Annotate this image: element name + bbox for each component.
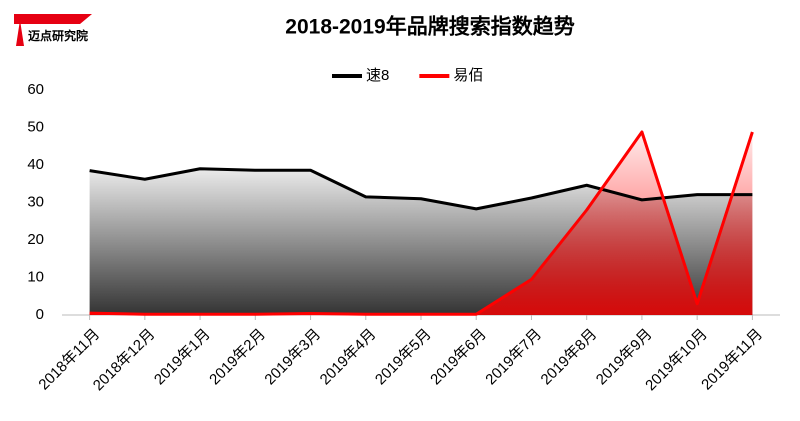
logo-text: 迈点研究院 — [28, 28, 88, 43]
x-tick-label: 2019年1月 — [151, 326, 214, 389]
legend-label: 易佰 — [453, 67, 483, 84]
chart-title: 2018-2019年品牌搜索指数趋势 — [285, 15, 574, 39]
y-tick-label: 60 — [27, 81, 44, 98]
x-tick-label: 2019年6月 — [427, 326, 490, 389]
x-tick-label: 2019年2月 — [206, 326, 269, 389]
line — [89, 130, 754, 316]
legend-label: 速8 — [366, 67, 389, 84]
area-fill — [89, 132, 753, 315]
y-tick-label: 10 — [27, 268, 44, 285]
y-tick-label: 20 — [27, 231, 44, 248]
x-tick-label: 2019年7月 — [482, 326, 545, 389]
y-tick-label: 0 — [36, 306, 44, 323]
x-tick-label: 2019年3月 — [261, 326, 324, 389]
line — [89, 167, 753, 211]
x-tick-label: 2019年4月 — [317, 326, 380, 389]
y-tick-label: 30 — [27, 193, 44, 210]
logo-banner — [14, 14, 92, 24]
y-tick-label: 40 — [27, 156, 44, 173]
x-tick-label: 2019年8月 — [538, 326, 601, 389]
x-tick-label: 2019年5月 — [372, 326, 435, 389]
logo: 迈点研究院 — [14, 14, 92, 46]
y-tick-label: 50 — [27, 118, 44, 135]
logo-tower — [16, 20, 24, 46]
